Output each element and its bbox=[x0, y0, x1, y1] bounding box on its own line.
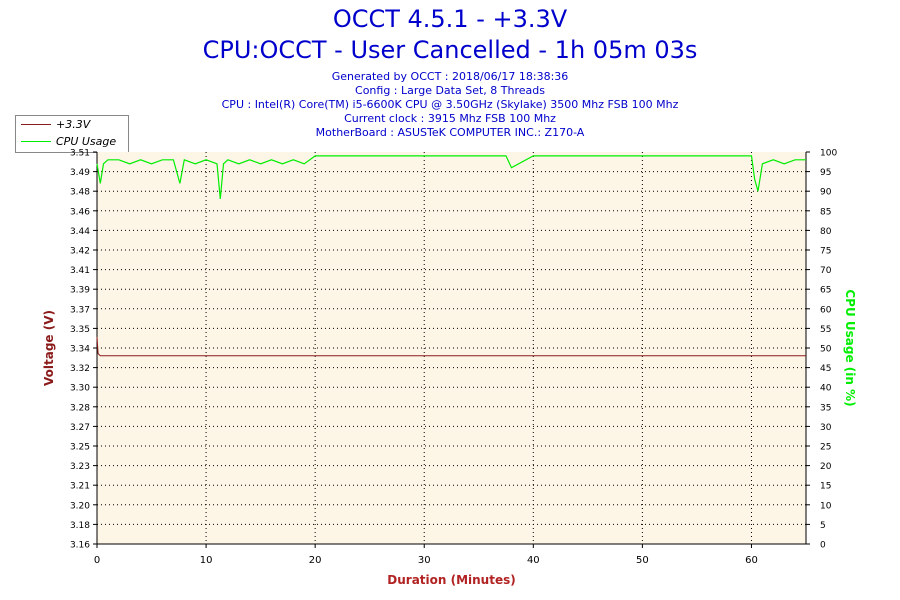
y-tick-label: 3.39 bbox=[70, 286, 90, 296]
info-config: Config : Large Data Set, 8 Threads bbox=[355, 84, 545, 97]
y-tick-label: 3.23 bbox=[70, 462, 90, 472]
chart-subtitle: CPU:OCCT - User Cancelled - 1h 05m 03s bbox=[202, 36, 698, 64]
series-cpu-line bbox=[96, 155, 806, 200]
y2-tick-label: 35 bbox=[820, 403, 831, 413]
info-cpu: CPU : Intel(R) Core(TM) i5-6600K CPU @ 3… bbox=[221, 98, 679, 111]
y-tick-label: 3.28 bbox=[70, 403, 90, 413]
y2-tick-label: 45 bbox=[820, 364, 831, 374]
y-tick-label: 3.27 bbox=[70, 423, 90, 433]
y-tick-label: 3.25 bbox=[70, 443, 90, 453]
legend: +3.3V CPU Usage bbox=[15, 115, 129, 153]
y2-tick-label: 60 bbox=[820, 305, 832, 315]
y-tick-label: 3.41 bbox=[70, 266, 90, 276]
y2-tick-label: 40 bbox=[820, 384, 832, 394]
y-axis-label: Voltage (V) bbox=[42, 310, 56, 386]
y-tick-label: 3.18 bbox=[70, 521, 90, 531]
y-tick-label: 3.20 bbox=[70, 501, 90, 511]
legend-item-cpu: CPU Usage bbox=[16, 134, 128, 150]
y-tick-label: 3.21 bbox=[70, 482, 90, 492]
plot-area bbox=[97, 152, 806, 544]
info-generated: Generated by OCCT : 2018/06/17 18:38:36 bbox=[331, 70, 569, 83]
y-tick-label: 3.37 bbox=[70, 305, 90, 315]
y-tick-label: 3.48 bbox=[70, 188, 90, 198]
y2-tick-label: 85 bbox=[820, 207, 831, 217]
y2-tick-label: 65 bbox=[820, 286, 831, 296]
y2-tick-label: 25 bbox=[820, 443, 831, 453]
x-tick-label: 10 bbox=[200, 555, 213, 566]
y2-tick-label: 30 bbox=[820, 423, 832, 433]
y2-tick-label: 90 bbox=[820, 188, 832, 198]
y-tick-label: 3.44 bbox=[70, 227, 90, 237]
y2-tick-label: 80 bbox=[820, 227, 832, 237]
y-tick-label: 3.35 bbox=[70, 325, 90, 335]
series-voltage-line bbox=[96, 336, 806, 357]
y-tick-label: 3.46 bbox=[70, 207, 90, 217]
legend-swatch-cpu bbox=[21, 141, 51, 142]
y-tick-label: 3.16 bbox=[70, 541, 90, 551]
y2-tick-label: 5 bbox=[820, 521, 826, 531]
x-tick-label: 60 bbox=[745, 555, 758, 566]
y2-tick-label: 15 bbox=[820, 482, 831, 492]
y2-tick-label: 75 bbox=[820, 247, 831, 257]
info-motherboard: MotherBoard : ASUSTeK COMPUTER INC.: Z17… bbox=[315, 126, 585, 139]
x-tick-label: 40 bbox=[527, 555, 540, 566]
y-tick-label: 3.30 bbox=[70, 384, 90, 394]
y-tick-label: 3.51 bbox=[70, 149, 90, 159]
y-tick-label: 3.42 bbox=[70, 247, 90, 257]
y2-tick-label: 10 bbox=[820, 501, 832, 511]
x-tick-label: 0 bbox=[94, 555, 100, 566]
y2-tick-label: 20 bbox=[820, 462, 832, 472]
y2-tick-label: 55 bbox=[820, 325, 831, 335]
y2-axis-label: CPU Usage (in %) bbox=[843, 289, 857, 406]
x-tick-label: 50 bbox=[636, 555, 649, 566]
legend-item-voltage: +3.3V bbox=[16, 117, 128, 133]
legend-swatch-voltage bbox=[21, 124, 51, 125]
legend-label-cpu: CPU Usage bbox=[56, 135, 117, 148]
y2-tick-label: 0 bbox=[820, 541, 826, 551]
y2-tick-label: 50 bbox=[820, 345, 832, 355]
y2-tick-label: 95 bbox=[820, 168, 831, 178]
y2-tick-label: 70 bbox=[820, 266, 832, 276]
y2-tick-label: 100 bbox=[820, 149, 837, 159]
chart-title: OCCT 4.5.1 - +3.3V bbox=[332, 5, 568, 33]
y-tick-label: 3.32 bbox=[70, 364, 90, 374]
legend-label-voltage: +3.3V bbox=[56, 118, 91, 131]
y-tick-label: 3.49 bbox=[70, 168, 90, 178]
info-clock: Current clock : 3915 Mhz FSB 100 Mhz bbox=[344, 112, 556, 125]
x-axis-label: Duration (Minutes) bbox=[387, 573, 515, 587]
x-tick-label: 30 bbox=[418, 555, 431, 566]
y-tick-label: 3.34 bbox=[70, 345, 90, 355]
x-tick-label: 20 bbox=[309, 555, 322, 566]
